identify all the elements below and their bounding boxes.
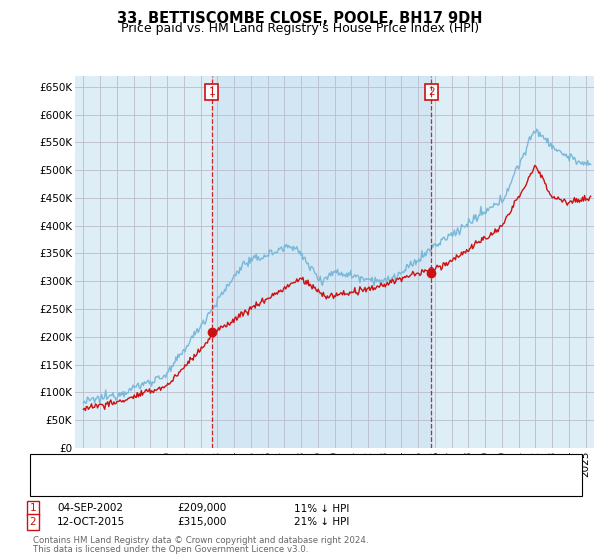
Text: 1: 1 — [29, 503, 37, 514]
Text: Price paid vs. HM Land Registry's House Price Index (HPI): Price paid vs. HM Land Registry's House … — [121, 22, 479, 35]
Text: 33, BETTISCOMBE CLOSE, POOLE, BH17 9DH (detached house): 33, BETTISCOMBE CLOSE, POOLE, BH17 9DH (… — [60, 460, 368, 470]
Text: 1: 1 — [208, 87, 215, 97]
Text: This data is licensed under the Open Government Licence v3.0.: This data is licensed under the Open Gov… — [33, 545, 308, 554]
Text: 2: 2 — [428, 87, 434, 97]
Text: 33, BETTISCOMBE CLOSE, POOLE, BH17 9DH: 33, BETTISCOMBE CLOSE, POOLE, BH17 9DH — [117, 11, 483, 26]
Text: Contains HM Land Registry data © Crown copyright and database right 2024.: Contains HM Land Registry data © Crown c… — [33, 536, 368, 545]
Text: 21% ↓ HPI: 21% ↓ HPI — [294, 517, 349, 527]
Text: 2: 2 — [29, 517, 37, 527]
Text: HPI: Average price, detached house, Bournemouth Christchurch and Poole: HPI: Average price, detached house, Bour… — [60, 480, 424, 490]
Text: ——: —— — [33, 459, 58, 472]
Text: 12-OCT-2015: 12-OCT-2015 — [57, 517, 125, 527]
Text: £315,000: £315,000 — [177, 517, 226, 527]
Text: ——: —— — [33, 479, 58, 492]
Text: 04-SEP-2002: 04-SEP-2002 — [57, 503, 123, 514]
Text: 11% ↓ HPI: 11% ↓ HPI — [294, 503, 349, 514]
Text: £209,000: £209,000 — [177, 503, 226, 514]
Bar — [212, 76, 431, 448]
